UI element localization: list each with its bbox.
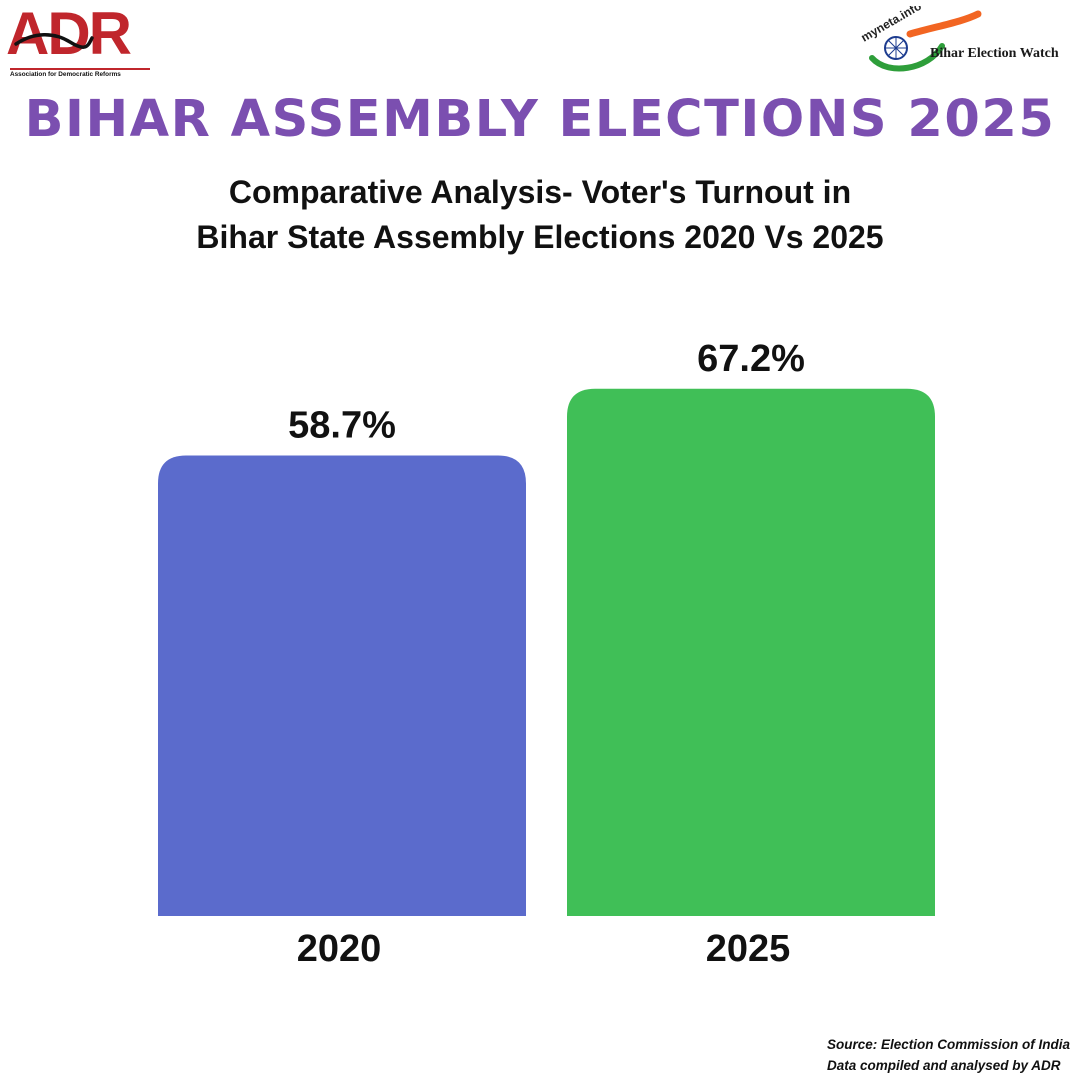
adr-logo: ADR Association for Democratic Reforms — [6, 4, 150, 78]
subtitle-line-2: Bihar State Assembly Elections 2020 Vs 2… — [196, 219, 884, 255]
adr-logo-subtitle: Association for Democratic Reforms — [10, 68, 150, 78]
bihar-election-watch-label: Bihar Election Watch — [930, 46, 1059, 61]
category-label-2020: 2020 — [297, 928, 382, 970]
chart-subtitle: Comparative Analysis- Voter's Turnout in… — [0, 170, 1080, 260]
page-title: BIHAR ASSEMBLY ELECTIONS 2025 — [24, 90, 1056, 149]
source-line: Source: Election Commission of India — [826, 1037, 1070, 1052]
subtitle-line-1: Comparative Analysis- Voter's Turnout in — [228, 174, 852, 210]
value-label-2025: 67.2% — [697, 338, 805, 380]
myneta-emblem-icon: myneta.info — [859, 6, 982, 72]
value-label-2020: 58.7% — [288, 404, 396, 446]
compiled-line: Data compiled and analysed by ADR — [826, 1058, 1061, 1073]
adr-swoosh-icon — [14, 33, 94, 49]
bar-2025 — [567, 388, 935, 916]
adr-logo-wordmark: ADR — [6, 0, 132, 67]
bar-2020 — [158, 455, 526, 916]
category-label-2025: 2025 — [706, 928, 791, 970]
source-note: Source: Election Commission of India Dat… — [827, 1034, 1070, 1076]
myneta-logo: myneta.info Bihar Election Watch — [858, 6, 1074, 74]
